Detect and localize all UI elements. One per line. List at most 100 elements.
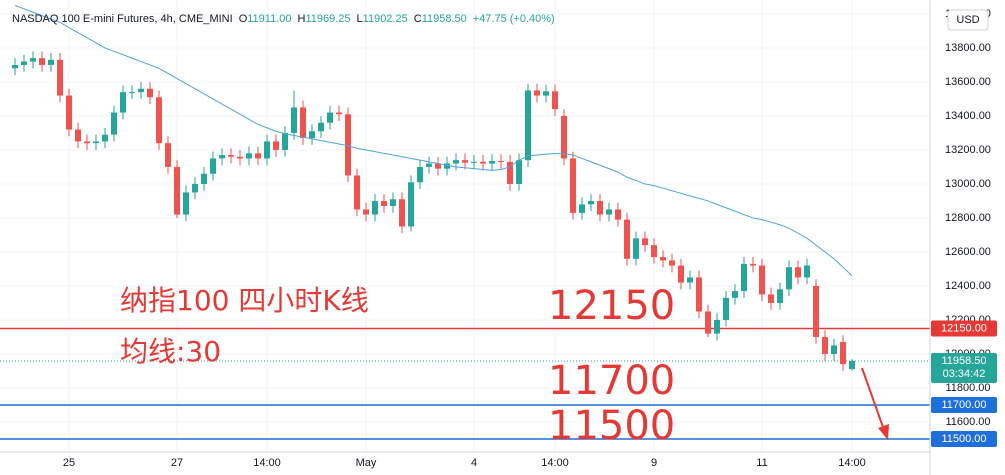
candle-body [228,155,234,157]
candle-body [30,58,36,62]
moving-average [14,4,853,277]
candle-body [291,107,297,133]
candle-body [768,294,774,303]
candle-body [606,209,612,215]
candle-body [390,199,396,207]
candle-body [732,291,738,298]
candle-body [138,88,144,93]
candle-body [399,199,405,227]
candle-body [480,161,486,164]
candle-body [840,342,846,365]
y-tick-label: 11800.00 [945,382,990,394]
candle-body [147,88,153,98]
x-tick-label: 9 [651,457,657,469]
candle-body [75,129,81,142]
level-box [931,320,997,337]
change: +47.75 (+0.40%) [473,13,555,25]
candle-body [408,182,414,227]
candle-body [462,160,468,163]
current-price-box [931,353,997,384]
candle-body [21,61,27,65]
level-label: 11700.00 [941,399,986,411]
candle-body [174,166,180,215]
candle-body [192,183,198,193]
header: NASDAQ 100 E-mini Futures, 4h, CME_MINI O… [12,13,555,25]
candle-body [66,95,72,130]
candle-body [597,200,603,215]
candle-body [12,64,18,69]
candle-body [777,289,783,303]
candle-body [129,92,135,94]
arrow [861,367,885,431]
candle-body [381,200,387,207]
y-tick-label: 11600.00 [945,416,990,428]
y-tick-label: 12600.00 [945,246,991,258]
candle-body [759,265,765,295]
x-tick-label: 14:00 [541,457,569,469]
annotation: 均线:30 [120,335,221,368]
arrow-head [878,424,889,440]
y-tick-label: 12400.00 [945,280,991,292]
candle-body [453,160,459,164]
candle-body [417,166,423,183]
candle-body [219,155,225,159]
candle-body [516,160,522,184]
candle-body [543,91,549,96]
candle-body [678,265,684,283]
candle-body [570,158,576,213]
candle-body [561,115,567,159]
candle-body [318,122,324,132]
ohlc-value: 11902.25 [363,13,408,25]
candle-body [327,112,333,123]
candle-body [354,175,360,210]
ohlc-letter: H [298,13,306,25]
candle-body [588,200,594,205]
grid [0,0,930,452]
y-tick-label: 12800.00 [945,212,991,224]
x-tick-label: 11 [756,457,767,469]
candle-body [750,263,756,266]
candle-body [345,114,351,176]
y-tick-label: 13600.00 [945,76,991,88]
candle-body [237,156,243,159]
candle-body [804,265,810,278]
candle-body [507,161,513,184]
annotation: 11700 [548,358,675,404]
candle-body [660,257,666,261]
candle-body [831,345,837,354]
candle-body [471,161,477,163]
candle-body [165,143,171,167]
x-tick-label: 25 [63,457,75,469]
candle-body [84,141,90,144]
candle-body [210,158,216,174]
level-box [931,396,997,413]
candle-body [651,245,657,258]
candle-body [498,160,504,162]
candle-body [300,107,306,139]
candle-body [444,163,450,169]
candle-body [264,141,270,159]
y-tick-label: 13800.00 [945,42,991,54]
candle-body [57,59,63,96]
candle-body [822,336,828,354]
candle-body [201,173,207,184]
candle-body [372,200,378,215]
candle-body [39,58,45,65]
annotation: 12150 [548,283,675,329]
x-tick-label: May [356,457,377,469]
y-tick-label: 13200.00 [945,144,991,156]
candle-body [633,238,639,259]
axis-labels: 11600.0011800.0012000.0012200.0012400.00… [63,8,997,469]
candle-body [273,141,279,150]
ohlc-letter: O [239,13,248,25]
candle-body [624,219,630,259]
ohlc-letter: C [414,13,422,25]
candle-body [849,361,855,370]
ohlc-letter: L [357,13,363,25]
candle-body [255,153,261,159]
x-tick-label: 14:00 [838,457,866,469]
candle-body [786,267,792,290]
